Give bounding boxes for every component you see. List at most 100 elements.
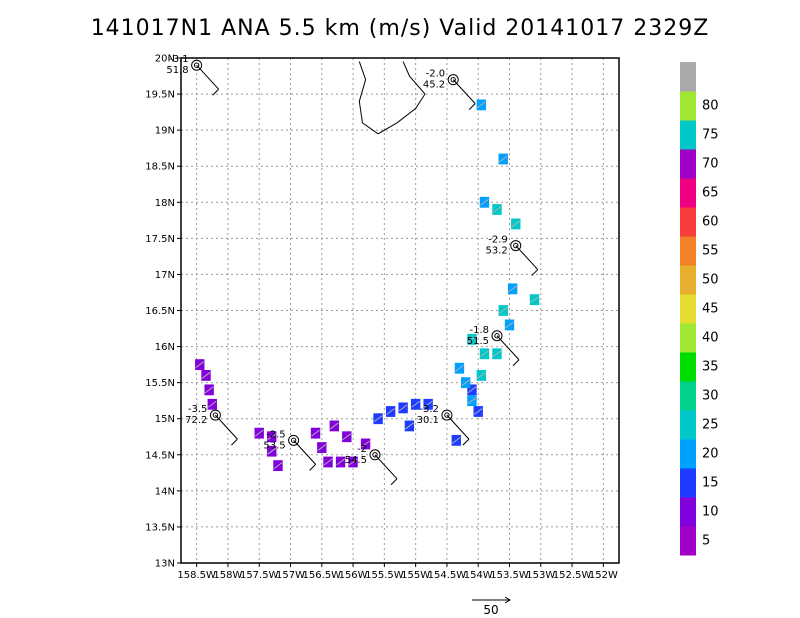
colorbar-label: 5 [702, 534, 710, 549]
station-label-1: -1.8 [469, 325, 489, 336]
station-label-1: -3.2 [419, 404, 439, 415]
x-tick-label: 157.5W [240, 570, 279, 581]
x-tick-label: 153W [526, 570, 555, 581]
wind-arrow [336, 458, 345, 466]
wind-arrow [267, 447, 277, 455]
station-label-1: -2 [357, 444, 367, 455]
wind-arrow [195, 361, 205, 369]
wind-arrow [398, 404, 408, 412]
y-tick-label: 19.5N [145, 90, 175, 101]
colorbar-label: 45 [702, 302, 719, 317]
wind-arrow [480, 198, 489, 206]
wind-arrow [480, 350, 489, 358]
wind-arrow [498, 155, 508, 163]
colorbar-segment [680, 178, 696, 208]
colorbar-label: 55 [702, 244, 719, 259]
wind-cells [195, 99, 540, 472]
wind-arrow [373, 415, 383, 423]
wind-arrow [511, 220, 521, 228]
wind-arrow [461, 379, 471, 387]
colorbar-label: 25 [702, 418, 719, 433]
wind-arrow [452, 436, 461, 444]
wind-arrow [323, 458, 333, 466]
station-label-1: -3.1 [169, 54, 189, 65]
station-label-2: 45.2 [423, 80, 445, 91]
wind-arrow [467, 386, 477, 394]
wind-arrow [467, 335, 477, 343]
x-tick-label: 157W [276, 570, 305, 581]
station-label-2: 51.8 [166, 65, 188, 76]
station-label-2: 53.2 [485, 246, 507, 257]
x-tick-label: 158.5W [177, 570, 216, 581]
wind-arrow [508, 285, 517, 293]
colorbar-label: 65 [702, 186, 719, 201]
y-tick-label: 16N [155, 342, 175, 353]
wind-arrow [329, 422, 339, 430]
colorbar-segment [680, 236, 696, 266]
station-marker: -2.553.5 [263, 429, 316, 471]
colorbar-segment [680, 265, 696, 295]
colorbar-label: 60 [702, 215, 719, 230]
station-marker: -1.851.5 [467, 325, 520, 367]
station-marker: -3.151.8 [166, 54, 220, 96]
station-label-2: 54.5 [345, 455, 367, 466]
colorbar-segment [680, 62, 696, 92]
colorbar-segment [680, 149, 696, 179]
colorbar-label: 75 [702, 128, 719, 143]
y-tick-label: 15N [155, 414, 175, 425]
wind-arrow [201, 372, 211, 379]
coastline [358, 61, 426, 135]
x-tick-label: 154.5W [428, 570, 467, 581]
y-tick-label: 18.5N [145, 162, 175, 173]
x-tick-label: 153.5W [490, 570, 529, 581]
colorbar-segment [680, 526, 696, 556]
wind-arrow [498, 307, 508, 314]
wind-arrow [492, 206, 502, 213]
wind-arrow [455, 364, 464, 372]
reference-vector: 50 [472, 596, 511, 617]
station-label-2: 72.2 [185, 415, 207, 426]
colorbar-segment [680, 91, 696, 121]
reference-vector-label: 50 [483, 603, 498, 617]
colorbar-label: 35 [702, 360, 719, 375]
station-marker: -3.230.1 [417, 404, 470, 446]
wind-arrow [361, 440, 370, 448]
wind-arrow [530, 296, 539, 304]
colorbar-label: 70 [702, 157, 719, 172]
wind-arrow [207, 400, 217, 408]
wind-arrow [267, 433, 277, 441]
y-tick-label: 15.5N [145, 378, 175, 389]
wind-arrow [342, 433, 352, 441]
y-tick-label: 14N [155, 486, 175, 497]
colorbar-segment [680, 120, 696, 150]
colorbar: 5 10 15 20 25 30 35 40 45 50 55 60 65 70 75 80 [680, 62, 719, 556]
y-tick-label: 17N [155, 270, 175, 281]
station-marker: -2.045.2 [423, 69, 476, 110]
y-tick-label: 20N [155, 54, 175, 65]
y-tick-label: 18N [155, 198, 175, 209]
colorbar-label: 80 [702, 99, 719, 114]
station-label-2: 53.5 [263, 440, 285, 451]
x-tick-label: 152W [589, 570, 618, 581]
x-tick-label: 156W [339, 570, 368, 581]
wind-arrow [348, 458, 358, 466]
y-tick-label: 19N [155, 126, 175, 137]
x-tick-label: 158W [213, 570, 242, 581]
x-ticks: 158.5W158W157.5W157W156.5W156W155.5W155W… [177, 563, 618, 581]
y-tick-label: 14.5N [145, 450, 175, 461]
wind-arrow [254, 429, 264, 437]
station-marker: -2.953.2 [485, 235, 539, 276]
colorbar-segment [680, 468, 696, 498]
station-label-1: -2.0 [426, 69, 446, 80]
colorbar-segment [680, 439, 696, 469]
wind-arrow [411, 400, 420, 408]
colorbar-label: 40 [702, 331, 719, 346]
colorbar-segment [680, 497, 696, 527]
y-tick-label: 17.5N [145, 234, 175, 245]
wind-arrow [317, 444, 327, 451]
colorbar-label: 10 [702, 505, 719, 520]
station-marker: -3.572.2 [185, 404, 238, 446]
stations: -3.151.8 -2.045.2 -2.953.2 -1.851.5 -3.572.2… [166, 54, 539, 486]
wind-arrow [467, 397, 477, 405]
